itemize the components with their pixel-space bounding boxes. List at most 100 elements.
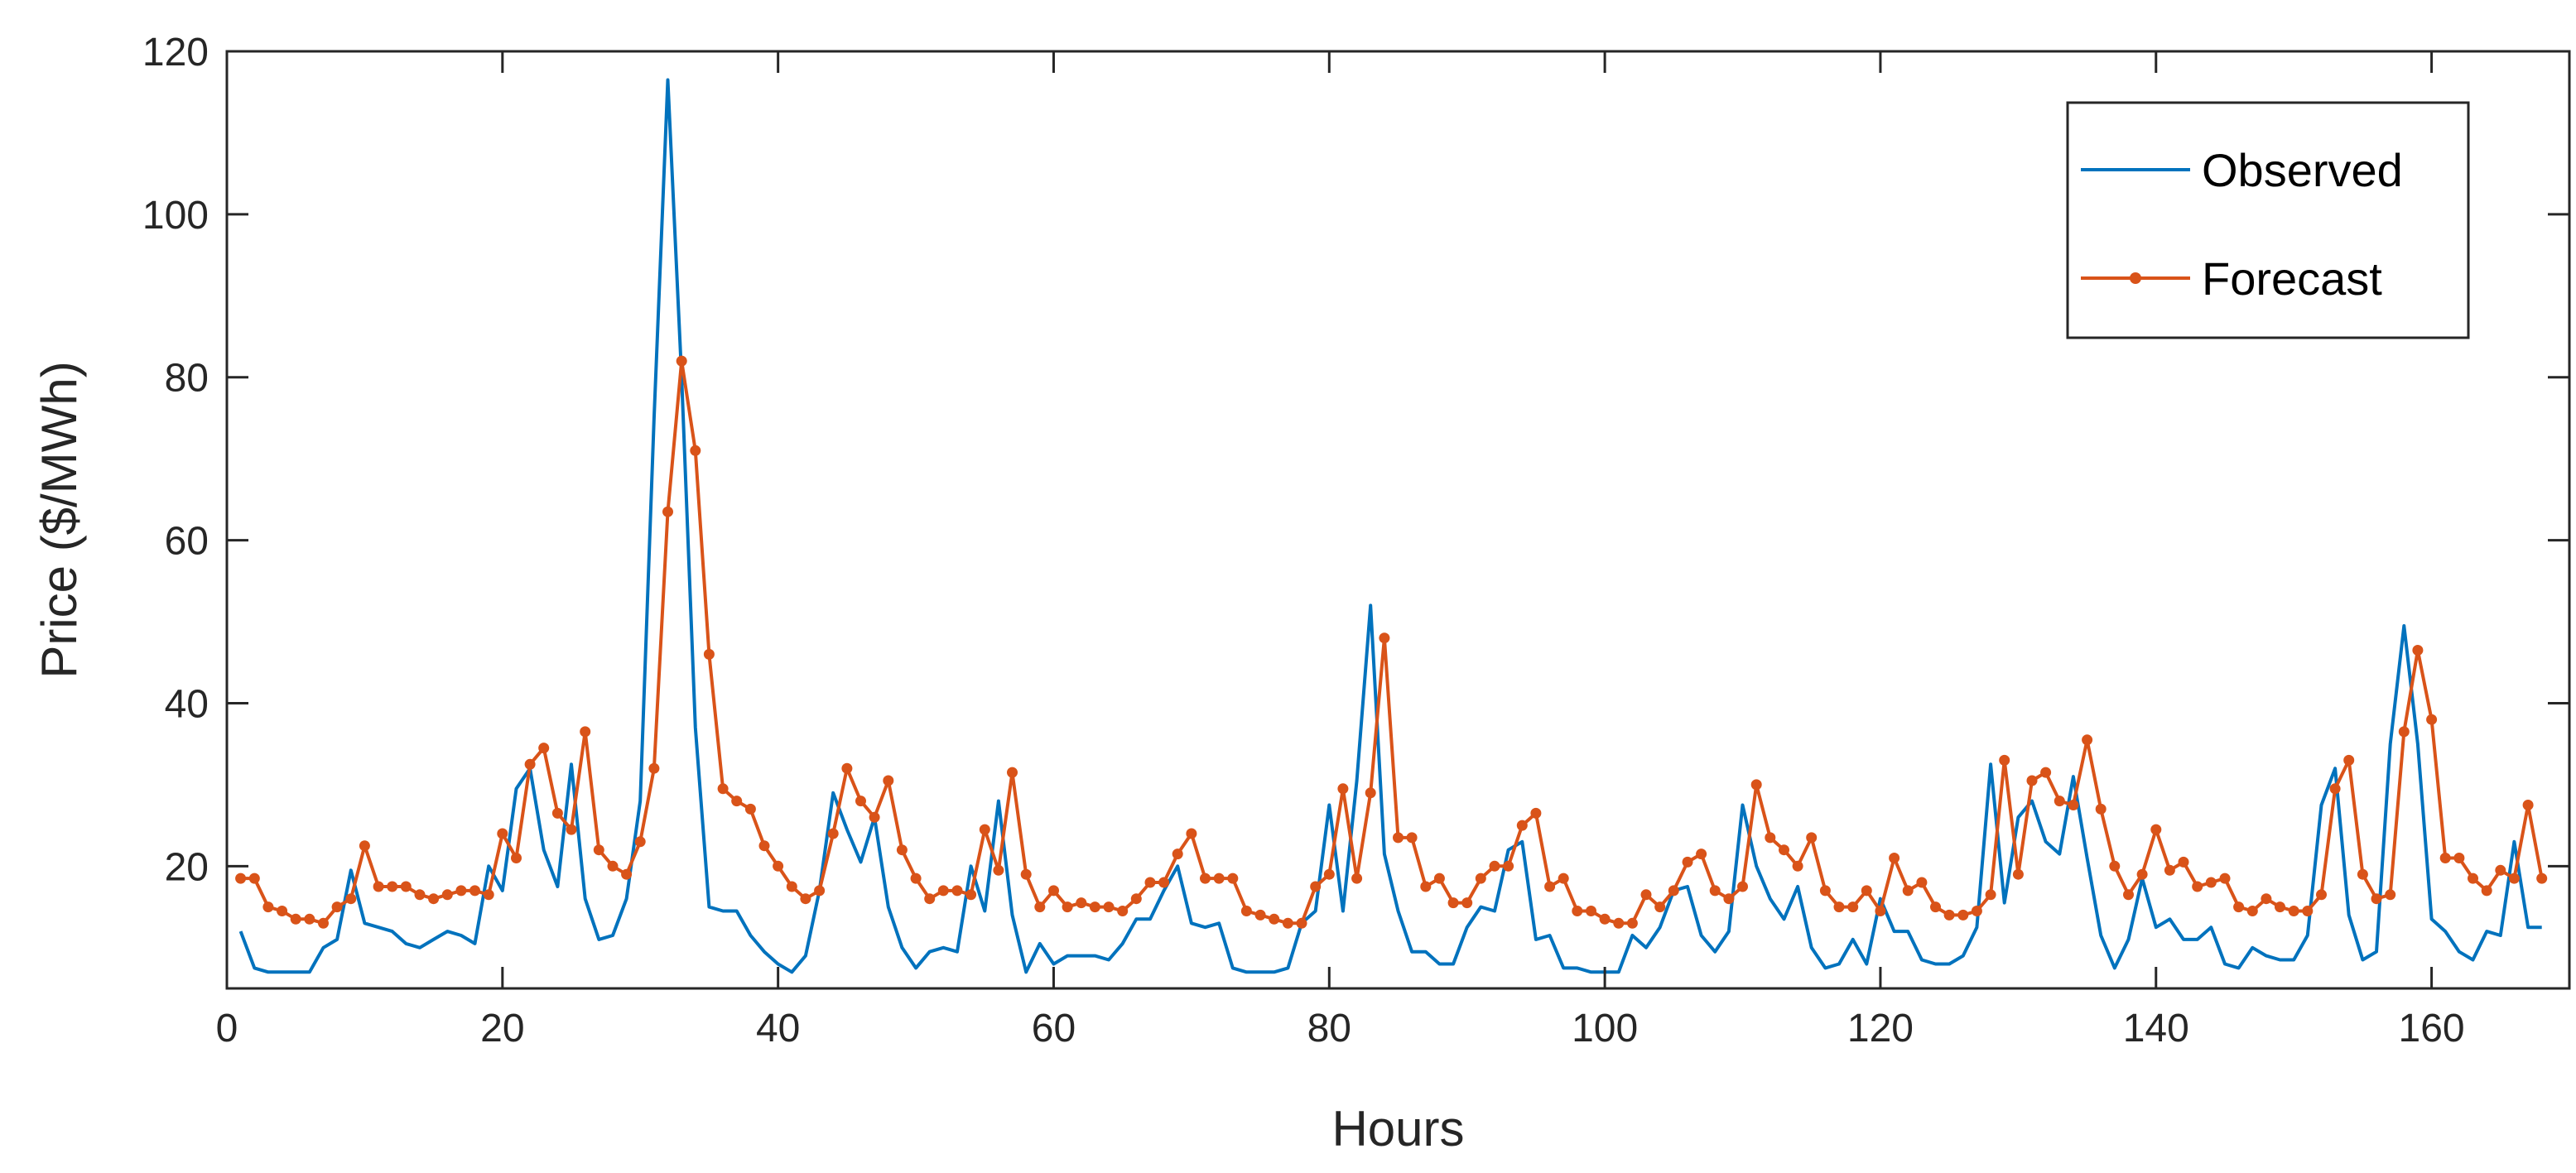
data-point-forecast-85	[1393, 832, 1404, 844]
data-point-forecast-44	[827, 828, 839, 839]
data-point-forecast-140	[2150, 824, 2162, 835]
axes-layer	[225, 50, 2571, 990]
data-point-forecast-141	[2164, 864, 2175, 876]
data-point-forecast-129	[1999, 754, 2010, 766]
series-line-observed	[238, 78, 2542, 974]
data-point-forecast-161	[2439, 853, 2451, 863]
x-tick-label-80: 80	[1307, 1007, 1351, 1050]
data-point-forecast-25	[566, 824, 577, 835]
data-point-forecast-143	[2192, 881, 2203, 892]
data-point-forecast-104	[1654, 901, 1666, 913]
data-point-forecast-127	[1971, 906, 1982, 916]
data-point-forecast-147	[2246, 906, 2258, 916]
data-point-forecast-107	[1696, 849, 1707, 860]
data-point-forecast-82	[1351, 873, 1363, 884]
data-point-forecast-149	[2275, 901, 2285, 913]
data-point-forecast-63	[1089, 901, 1100, 913]
data-point-forecast-13	[400, 881, 412, 892]
data-point-forecast-55	[979, 824, 990, 835]
data-point-forecast-9	[345, 893, 357, 905]
data-point-forecast-37	[731, 796, 743, 807]
data-point-forecast-75	[1254, 909, 1266, 921]
data-point-forecast-97	[1558, 873, 1569, 884]
data-point-forecast-24	[551, 807, 563, 819]
data-point-forecast-131	[2026, 775, 2038, 786]
x-axis-title: Hours	[1331, 1101, 1464, 1156]
data-point-forecast-10	[359, 840, 370, 852]
data-point-forecast-145	[2219, 873, 2231, 884]
data-point-forecast-83	[1365, 787, 1376, 799]
data-point-forecast-56	[993, 864, 1004, 876]
x-tick-label-160: 160	[2399, 1007, 2465, 1050]
data-point-forecast-31	[648, 762, 660, 774]
data-point-forecast-162	[2453, 853, 2465, 863]
data-point-forecast-22	[524, 758, 536, 770]
data-point-forecast-4	[277, 906, 288, 916]
data-point-forecast-116	[1819, 885, 1831, 897]
data-point-forecast-64	[1103, 901, 1115, 913]
data-point-forecast-36	[717, 783, 729, 795]
data-point-forecast-41	[786, 881, 797, 892]
data-point-forecast-21	[511, 853, 522, 863]
data-point-forecast-47	[869, 811, 880, 823]
data-point-forecast-15	[428, 893, 440, 905]
data-point-forecast-163	[2468, 873, 2478, 884]
data-point-forecast-61	[1062, 901, 1073, 913]
legend-label-forecast: Forecast	[2202, 252, 2382, 305]
data-point-forecast-158	[2398, 726, 2410, 738]
data-point-forecast-81	[1337, 783, 1349, 795]
data-point-forecast-2	[248, 873, 260, 884]
data-point-forecast-168	[2536, 873, 2548, 884]
data-point-forecast-120	[1875, 906, 1886, 916]
legend: Observed Forecast	[2066, 101, 2470, 339]
legend-box	[2066, 101, 2470, 339]
data-point-forecast-80	[1323, 868, 1335, 880]
data-point-forecast-135	[2082, 734, 2093, 746]
data-point-forecast-94	[1516, 820, 1528, 831]
data-point-forecast-98	[1572, 906, 1583, 916]
y-axis-title: Price ($/MWh)	[31, 361, 87, 678]
data-point-forecast-46	[855, 796, 866, 807]
data-point-forecast-38	[744, 803, 756, 815]
data-point-forecast-14	[414, 889, 426, 901]
data-point-forecast-33	[676, 355, 687, 367]
data-point-forecast-72	[1213, 873, 1225, 884]
data-point-forecast-103	[1640, 889, 1652, 901]
data-point-forecast-156	[2371, 893, 2382, 905]
data-point-forecast-58	[1020, 868, 1032, 880]
data-point-forecast-92	[1489, 860, 1500, 872]
data-point-forecast-8	[331, 901, 343, 913]
data-point-forecast-77	[1282, 917, 1293, 929]
data-point-forecast-43	[814, 885, 826, 897]
data-point-forecast-23	[538, 743, 550, 754]
data-point-forecast-78	[1296, 917, 1307, 929]
data-point-forecast-155	[2357, 868, 2368, 880]
data-point-forecast-5	[290, 913, 301, 925]
data-point-forecast-133	[2054, 796, 2065, 807]
data-point-forecast-115	[1806, 832, 1818, 844]
data-point-forecast-113	[1779, 844, 1789, 856]
data-point-forecast-53	[951, 885, 963, 897]
data-point-forecast-112	[1765, 832, 1776, 844]
data-point-forecast-27	[593, 844, 604, 856]
data-point-forecast-60	[1048, 885, 1059, 897]
legend-label-observed: Observed	[2202, 144, 2403, 196]
data-point-forecast-138	[2123, 889, 2134, 901]
data-point-forecast-62	[1076, 897, 1087, 909]
x-tick-label-60: 60	[1032, 1007, 1076, 1050]
data-point-forecast-29	[621, 868, 633, 880]
data-point-forecast-100	[1599, 913, 1611, 925]
data-point-forecast-86	[1406, 832, 1418, 844]
data-point-forecast-73	[1227, 873, 1239, 884]
y-tick-label-60: 60	[165, 520, 209, 564]
data-point-forecast-65	[1117, 906, 1129, 916]
data-point-forecast-101	[1613, 917, 1625, 929]
data-point-forecast-117	[1833, 901, 1845, 913]
data-point-forecast-87	[1420, 881, 1432, 892]
data-point-forecast-50	[910, 873, 922, 884]
data-point-forecast-132	[2040, 767, 2052, 778]
y-tick-label-120: 120	[142, 31, 209, 75]
data-point-forecast-84	[1379, 632, 1390, 644]
data-point-forecast-130	[2012, 868, 2024, 880]
series-layer	[235, 78, 2548, 974]
